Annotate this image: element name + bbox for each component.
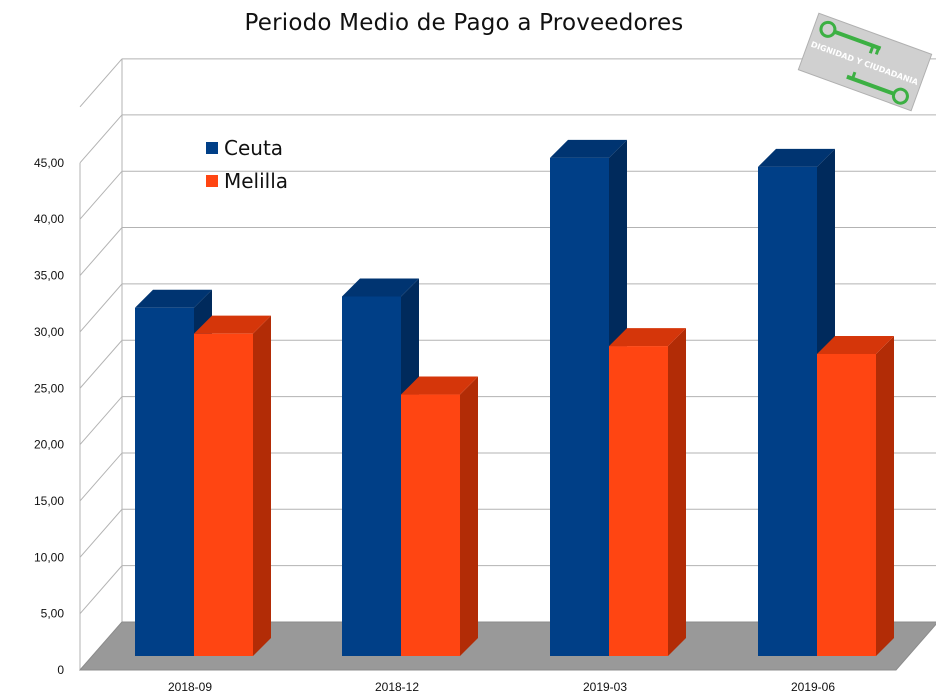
y-tick-label: 40,00	[34, 212, 64, 226]
bar-front	[758, 166, 817, 656]
floor-plane	[78, 621, 936, 671]
bar-melilla-2019-06	[817, 335, 894, 656]
bar-front	[817, 353, 876, 656]
y-tick-label: 45,00	[34, 156, 64, 170]
bar-top	[135, 289, 212, 308]
gridline	[79, 283, 936, 333]
bar-front	[194, 333, 253, 656]
bar-top	[609, 328, 686, 347]
bar-melilla-2018-12	[401, 376, 478, 656]
bar-front	[550, 157, 609, 656]
logo-badge: DIGNIDAD Y CIUDADANIA	[797, 12, 933, 112]
bar-top	[401, 376, 478, 395]
bar-top	[342, 278, 419, 297]
gridline	[79, 114, 936, 164]
y-tick-label: 10,00	[34, 550, 64, 564]
bar-melilla-2019-03	[609, 328, 686, 656]
bar-side	[876, 335, 894, 656]
legend-swatch-melilla	[206, 175, 218, 187]
x-tick-label: 2018-12	[375, 680, 419, 694]
bar-front	[401, 394, 460, 656]
side-wall-top-edge	[79, 58, 123, 108]
legend-swatch-ceuta	[206, 142, 218, 154]
watermark-logo: DIGNIDAD Y CIUDADANIA	[797, 12, 933, 112]
bar-side	[460, 376, 478, 656]
gridline	[79, 227, 936, 276]
logo-background	[797, 12, 933, 112]
y-tick-label: 20,00	[34, 438, 64, 452]
x-axis-tick-labels: 2018-09 2018-12 2019-03 2019-06	[168, 680, 835, 694]
y-tick-label: 15,00	[34, 494, 64, 508]
bar-top	[194, 315, 271, 334]
y-axis-tick-labels: 0 5,00 10,00 15,00 20,00 25,00 30,00 35,00 40,00…	[34, 156, 64, 677]
bars	[135, 139, 894, 657]
legend-label-melilla: Melilla	[224, 169, 288, 193]
legend: Ceuta Melilla	[206, 136, 288, 193]
x-tick-label: 2018-09	[168, 680, 212, 694]
bar-top	[758, 148, 835, 167]
key-icon	[846, 71, 909, 105]
bar-top	[550, 139, 627, 158]
bar-top	[817, 335, 894, 354]
y-tick-label: 0	[57, 663, 64, 677]
x-tick-label: 2019-06	[791, 680, 835, 694]
gridline	[79, 170, 936, 220]
y-tick-label: 5,00	[41, 607, 65, 621]
y-tick-label: 25,00	[34, 381, 64, 395]
bar-side	[668, 328, 686, 656]
bar-melilla-2018-09	[194, 315, 271, 656]
bar-side	[253, 315, 271, 656]
bar-front	[609, 346, 668, 656]
x-tick-label: 2019-03	[583, 680, 627, 694]
bar-front	[342, 296, 401, 656]
bar-front	[135, 307, 194, 656]
y-tick-label: 35,00	[34, 269, 64, 283]
y-tick-label: 30,00	[34, 325, 64, 339]
chart-title: Periodo Medio de Pago a Proveedores	[244, 10, 684, 36]
chart-floor	[78, 621, 936, 671]
legend-label-ceuta: Ceuta	[224, 136, 283, 160]
key-icon	[819, 20, 882, 55]
